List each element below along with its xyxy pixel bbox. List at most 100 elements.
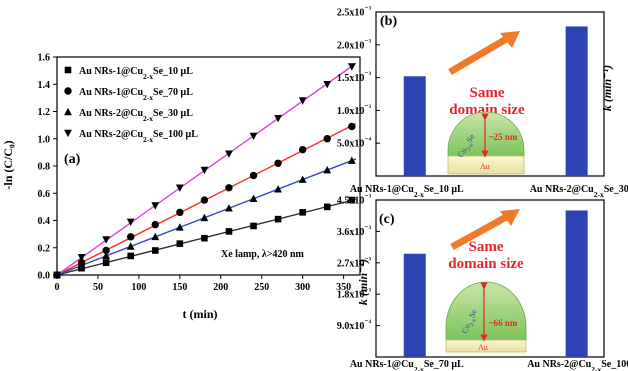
data-point-square — [274, 215, 282, 223]
panel-b-shell-label: Cu2-xSe — [456, 132, 479, 160]
y-tick-label: 1.2 — [38, 107, 51, 118]
panel-b-category-labels: Au NRs-1@Cu2-xSe_10 μL Au NRs-2@Cu2-xSe_3… — [350, 184, 628, 199]
bar-1 — [565, 26, 588, 176]
panel-a-label: (a) — [64, 152, 81, 167]
panel-c-shell-label: Cu2-xSe — [460, 308, 482, 336]
data-point-circle — [348, 122, 356, 131]
y-tick-label: 2.5x10⁻³ — [337, 5, 372, 19]
y-tick-label: 1.0x10⁻³ — [337, 103, 372, 117]
data-point-triangle-down — [151, 202, 160, 210]
data-point-triangle-down — [102, 236, 111, 244]
data-point-square — [250, 222, 257, 230]
data-point-square — [176, 240, 184, 247]
x-tick-label: 300 — [295, 282, 310, 293]
x-tick-label: 0 — [55, 282, 60, 293]
legend-entry-label: Au NRs-1@Cu2-xSe_10 μL — [79, 66, 193, 81]
panel-b-trend-arrowhead — [500, 31, 520, 48]
y-tick-label: 1.0 — [38, 134, 51, 145]
category-label-1: Au NRs-2@Cu2-xSe_100 μL — [527, 359, 628, 371]
data-point-circle — [176, 208, 184, 217]
data-point-circle — [102, 246, 110, 255]
data-point-square — [299, 209, 306, 216]
data-point-triangle-down — [274, 115, 283, 123]
data-point-square — [151, 247, 159, 254]
data-point-circle — [225, 184, 233, 192]
data-point-triangle-up — [77, 261, 86, 269]
y-tick-label: 4.5x10⁻³ — [337, 193, 372, 207]
y-tick-label: 1.5x10⁻³ — [337, 70, 372, 84]
y-tick-label: 1.8x10⁻³ — [337, 287, 372, 301]
legend-entry-label: Au NRs-2@Cu2-xSe_30 μL — [79, 108, 193, 123]
data-point-triangle-down — [225, 150, 233, 158]
data-point-triangle-up — [151, 232, 160, 241]
y-tick-label: 1.6 — [38, 53, 51, 64]
data-point-circle — [64, 87, 72, 95]
data-point-triangle-up — [347, 156, 356, 164]
panel-c-trend-arrow — [450, 212, 510, 251]
panel-b-size-label: ~25 nm — [489, 132, 518, 142]
panel-a-y-ticks: 0.0 0.2 0.4 0.6 0.8 1.0 1.2 1.4 1.6 — [38, 53, 57, 282]
panel-c-same-label: Same domain size — [448, 239, 524, 272]
category-label-0: Au NRs-1@Cu2-xSe_70 μL — [350, 359, 464, 371]
panel-a-line-chart: 0 50 100 150 200 250 300 350 0.0 0.2 0.4 0.6 0.8 1.0… — [1, 53, 361, 321]
y-tick-label: 0.2 — [38, 243, 51, 254]
y-tick-label: 2.7x10⁻³ — [337, 255, 372, 269]
panel-a-legend: Au NRs-1@Cu2-xSe_10 μL Au NRs-1@Cu2-xSe_7… — [64, 66, 198, 144]
y-tick-label: 0.6 — [38, 189, 51, 200]
panel-a-y-axis-label: -ln (C/C₀) — [1, 140, 15, 189]
panel-b-bars — [403, 26, 588, 176]
panel-b-trend-arrow — [448, 34, 510, 76]
legend-entry-label: Au NRs-1@Cu2-xSe_70 μL — [79, 87, 193, 102]
data-point-circle — [323, 135, 331, 143]
panel-c-size-label: ~66 nm — [489, 318, 518, 328]
data-point-triangle-down — [298, 97, 307, 105]
y-tick-label: 3.6x10⁻³ — [337, 224, 372, 238]
panel-c-trend-arrowhead — [500, 209, 520, 226]
data-point-square — [64, 66, 72, 74]
legend-entry-label: Au NRs-2@Cu2-xSe_100 μL — [79, 129, 198, 144]
data-point-triangle-up — [126, 242, 135, 250]
data-point-triangle-down — [323, 80, 332, 89]
data-point-square — [201, 234, 208, 242]
data-point-triangle-down — [175, 184, 184, 192]
x-tick-label: 50 — [93, 282, 103, 293]
panel-a-x-axis-label: t (min) — [183, 307, 218, 321]
panel-c-y-ticks: 9.0x10⁻⁴ 1.8x10⁻³ 2.7x10⁻³ 3.6x10⁻³ 4.5x10⁻³ — [337, 193, 380, 332]
data-point-triangle-up — [200, 213, 209, 222]
data-point-triangle-up — [274, 185, 283, 193]
y-tick-label: 0.8 — [38, 162, 51, 173]
x-tick-label: 150 — [172, 282, 187, 293]
bar-0 — [403, 76, 426, 176]
y-tick-label: 0.4 — [38, 216, 51, 227]
data-point-triangle-up — [323, 165, 332, 174]
data-point-square — [127, 252, 135, 260]
data-point-triangle-down — [64, 129, 72, 138]
panel-b-plot-frame — [375, 11, 605, 177]
data-point-triangle-down — [347, 63, 356, 71]
data-point-circle — [274, 159, 282, 167]
x-tick-label: 100 — [131, 282, 146, 293]
panel-b-bar-chart: 5.0x10⁻⁴ 1.0x10⁻³ 1.5x10⁻³ 2.0x10⁻³ 2.5x10⁻³… — [337, 5, 628, 199]
panel-b-label: (b) — [380, 14, 397, 29]
x-tick-label: 350 — [336, 282, 351, 293]
data-point-circle — [200, 196, 209, 204]
x-tick-label: 250 — [254, 282, 269, 293]
data-point-triangle-down — [77, 253, 86, 262]
x-tick-label: 200 — [213, 282, 228, 293]
data-point-triangle-up — [102, 251, 111, 260]
data-point-triangle-down — [200, 166, 209, 175]
panel-c-plot-frame — [375, 199, 605, 358]
data-point-square — [348, 196, 356, 204]
panel-c-core-label: Au — [478, 343, 488, 352]
panel-c-bars — [403, 210, 588, 357]
panel-a-lamp-annotation: Xe lamp, λ>420 nm — [221, 249, 305, 260]
data-point-square — [225, 228, 233, 235]
panel-b-nanostructure-inset: Cu2-xSe ~25 nm Au — [447, 111, 525, 175]
panel-b-y-axis-label: k (min⁻¹) — [600, 65, 614, 111]
panel-b-y-ticks: 5.0x10⁻⁴ 1.0x10⁻³ 1.5x10⁻³ 2.0x10⁻³ 2.5x10⁻³ — [337, 5, 380, 150]
data-point-triangle-up — [64, 107, 72, 116]
y-tick-label: 2.0x10⁻³ — [337, 37, 372, 51]
y-tick-label: 5.0x10⁻⁴ — [337, 136, 372, 150]
y-tick-label: 0.0 — [38, 271, 51, 282]
